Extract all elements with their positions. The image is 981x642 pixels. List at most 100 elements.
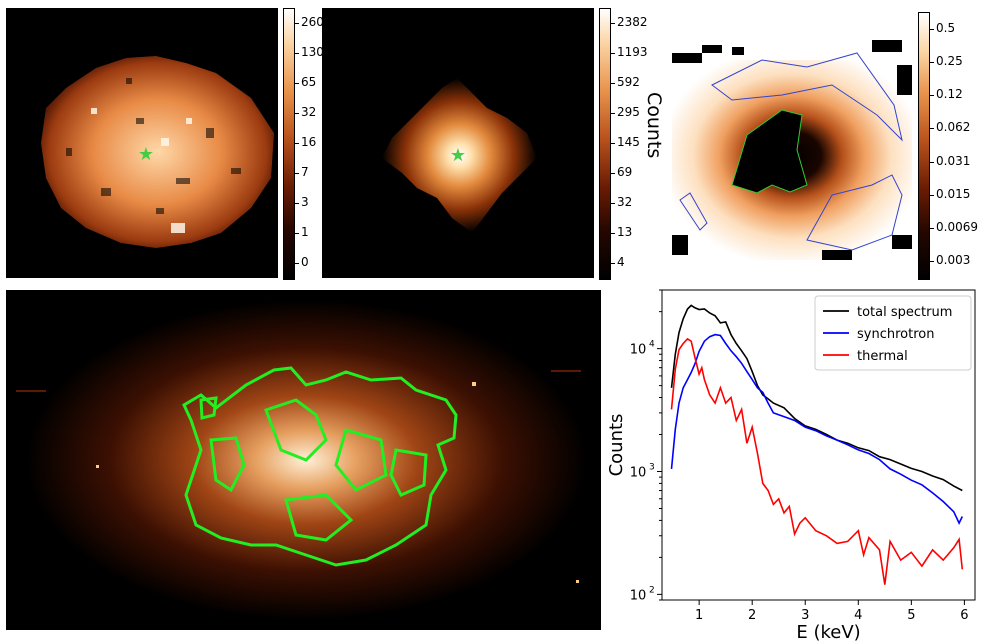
colorbar-tick-mark: [611, 113, 615, 114]
contour-inner-6: [199, 396, 218, 420]
map-c-green-region: [731, 109, 808, 194]
colorbar-tick-label: 0.062: [936, 120, 971, 135]
contour-inner-5: [389, 448, 428, 497]
colorbar-tick-mark: [930, 261, 934, 263]
x-tick-label: 6: [960, 608, 968, 623]
y-tick-exponent: 3: [649, 463, 655, 473]
map-a-image: ★: [41, 56, 274, 248]
map-a-bright-spots: [91, 108, 192, 233]
legend-label: synchrotron: [857, 327, 934, 342]
map-b-star-icon: ★: [450, 145, 466, 166]
x-tick-label: 3: [801, 608, 809, 623]
plot-frame: [661, 289, 976, 601]
contour-inner-2: [264, 398, 328, 462]
colorbar-tick-mark: [611, 233, 615, 234]
series-line-thermal: [670, 337, 964, 585]
colorbar-tick-mark: [611, 203, 615, 204]
colorbar-tick-mark: [930, 228, 934, 230]
colorbar-tick-mark: [295, 203, 299, 204]
y-axis-label: Counts: [606, 414, 627, 477]
map-c-image: [672, 35, 912, 260]
colorbar-tick-label: 65: [301, 75, 317, 89]
map-panel-c: [672, 35, 912, 278]
colorbar-tick-label: 32: [617, 195, 633, 209]
colorbar-tick-mark: [295, 83, 299, 84]
x-tick-label: 4: [854, 608, 862, 623]
colorbar-tick-label: 1193: [617, 45, 648, 59]
colorbar-tick-label: 16: [301, 135, 317, 149]
colorbar-tick-label: 130: [301, 45, 324, 59]
contour-inner-4: [284, 493, 354, 542]
colorbar-tick-label: 145: [617, 135, 640, 149]
colorbar-tick-label: 0.031: [936, 153, 971, 168]
legend-label: total spectrum: [857, 305, 952, 320]
colorbar-c: [918, 12, 930, 280]
colorbar-tick-label: 0.5: [936, 20, 956, 35]
y-tick-label: 10: [630, 588, 647, 603]
map-a-star-icon: ★: [138, 144, 154, 165]
colorbar-tick-label: 592: [617, 75, 640, 89]
map-panel-d: [6, 290, 601, 630]
y-tick-exponent: 2: [649, 585, 655, 595]
map-d-contours: [182, 366, 458, 567]
colorbar-tick-label: 3: [301, 195, 309, 209]
chart-series: [670, 304, 964, 585]
x-tick-label: 5: [907, 608, 915, 623]
colorbar-tick-mark: [930, 161, 934, 163]
colorbar-tick-label: 0.003: [936, 253, 971, 268]
contour-inner-1: [209, 436, 246, 493]
y-tick-label: 10: [630, 343, 647, 358]
colorbar-tick-label: 0.015: [936, 186, 971, 201]
colorbar-tick-label: 13: [617, 225, 633, 239]
colorbar-tick-mark: [611, 23, 615, 24]
colorbar-tick-label: 69: [617, 165, 633, 179]
colorbar-tick-mark: [295, 53, 299, 54]
series-line-synchrotron: [670, 333, 964, 525]
colorbar-tick-label: 260: [301, 15, 324, 29]
colorbar-tick-mark: [930, 28, 934, 30]
map-d-point-sources: [16, 370, 581, 583]
colorbar-tick-label: 0: [301, 255, 309, 269]
colorbar-tick-mark: [611, 53, 615, 54]
map-b-image: ★: [382, 78, 537, 233]
colorbar-b: [599, 8, 611, 280]
map-panel-a: ★: [6, 8, 278, 278]
colorbar-tick-label: 32: [301, 105, 317, 119]
map-c-blue-region-top: [711, 52, 903, 142]
map-a-dark-spots: [66, 78, 241, 214]
colorbar-tick-label: 0.0069: [936, 220, 978, 235]
colorbar-tick-mark: [930, 95, 934, 97]
map-c-blue-region-left: [679, 192, 708, 231]
map-panel-b: ★: [322, 8, 594, 278]
colorbar-tick-label: 4: [617, 255, 625, 269]
colorbar-a: [283, 8, 295, 280]
colorbar-tick-mark: [295, 23, 299, 24]
colorbar-b-label: Counts: [643, 92, 665, 159]
colorbar-tick-label: 2382: [617, 15, 648, 29]
colorbar-tick-label: 0.12: [936, 87, 963, 102]
map-c-edge-pixels: [672, 40, 912, 260]
colorbar-tick-mark: [295, 263, 299, 264]
colorbar-tick-mark: [295, 173, 299, 174]
colorbar-tick-mark: [930, 61, 934, 63]
colorbar-tick-label: 7: [301, 165, 309, 179]
map-b-blob: [382, 78, 537, 233]
legend-box: [814, 295, 972, 371]
map-d-image: [16, 300, 586, 620]
colorbar-tick-mark: [295, 233, 299, 234]
colorbar-tick-mark: [611, 173, 615, 174]
colorbar-tick-mark: [295, 143, 299, 144]
colorbar-tick-mark: [611, 143, 615, 144]
y-tick-label: 10: [630, 466, 647, 481]
colorbar-tick-label: 0.25: [936, 53, 963, 68]
x-tick-label: 2: [748, 608, 756, 623]
colorbar-tick-label: 295: [617, 105, 640, 119]
colorbar-tick-mark: [295, 113, 299, 114]
contour-inner-3: [334, 428, 388, 492]
legend-label: thermal: [857, 349, 908, 364]
colorbar-tick-mark: [611, 83, 615, 84]
x-axis-label: E (keV): [796, 622, 860, 642]
colorbar-tick-label: 1: [301, 225, 309, 239]
